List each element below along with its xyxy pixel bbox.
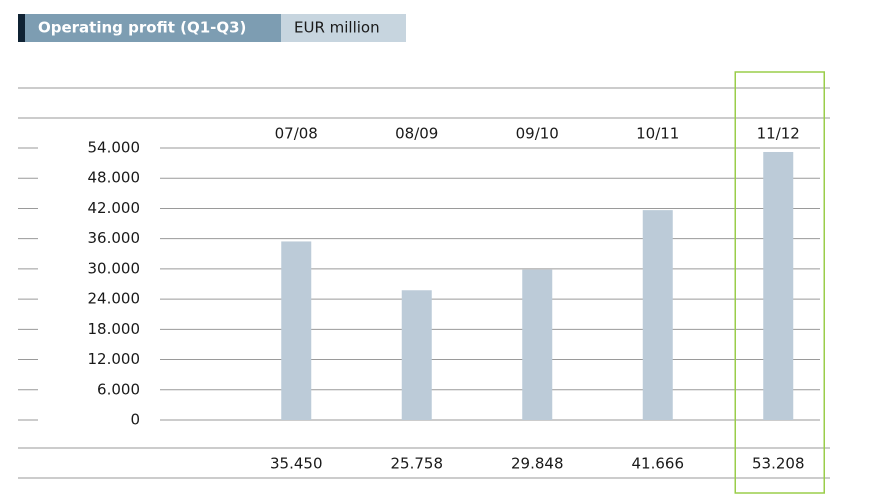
x-tick-label: 09/10 bbox=[516, 125, 559, 143]
y-tick-label: 12.000 bbox=[88, 350, 141, 368]
x-tick-label: 11/12 bbox=[757, 125, 800, 143]
x-tick-label: 07/08 bbox=[275, 125, 318, 143]
value-label: 35.450 bbox=[270, 455, 323, 473]
title-box bbox=[25, 14, 281, 42]
bar bbox=[401, 290, 432, 420]
value-label: 29.848 bbox=[511, 455, 564, 473]
bar bbox=[281, 241, 312, 420]
y-tick-label: 48.000 bbox=[88, 169, 141, 187]
y-tick-label: 30.000 bbox=[88, 259, 141, 277]
y-tick-label: 0 bbox=[130, 411, 140, 429]
value-label: 25.758 bbox=[391, 455, 444, 473]
chart-title: Operating profit (Q1-Q3) bbox=[38, 19, 246, 37]
bar bbox=[642, 210, 673, 420]
value-label: 41.666 bbox=[632, 455, 685, 473]
bar bbox=[763, 151, 794, 421]
unit-box bbox=[281, 14, 406, 42]
y-tick-label: 42.000 bbox=[88, 199, 141, 217]
highlight-box bbox=[734, 71, 825, 494]
title-marker bbox=[18, 14, 25, 42]
unit-label: EUR million bbox=[294, 19, 380, 37]
y-tick-label: 6.000 bbox=[97, 380, 140, 398]
x-tick-label: 08/09 bbox=[395, 125, 438, 143]
bar bbox=[522, 269, 553, 420]
x-tick-label: 10/11 bbox=[636, 125, 679, 143]
y-tick-label: 24.000 bbox=[88, 290, 141, 308]
y-tick-label: 54.000 bbox=[88, 139, 141, 157]
value-label: 53.208 bbox=[752, 455, 805, 473]
y-tick-label: 36.000 bbox=[88, 229, 141, 247]
y-tick-label: 18.000 bbox=[88, 320, 141, 338]
